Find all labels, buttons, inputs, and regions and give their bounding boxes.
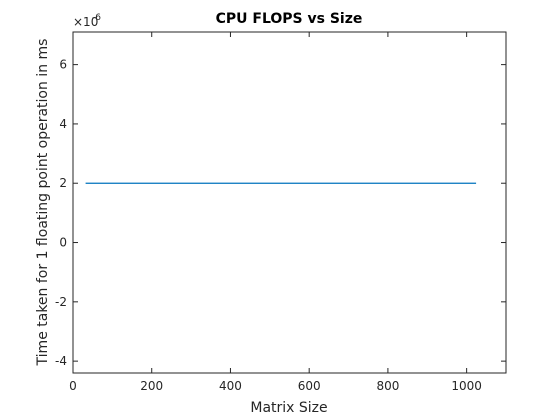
y-tick-label: -2: [55, 295, 67, 309]
plot-area: [72, 31, 507, 374]
ticks-layer: 0 200 400 600 800 1000 -4 -2 0 2 4 6: [55, 32, 506, 393]
y-tick-label: 4: [59, 117, 67, 131]
x-tick-label: 0: [69, 379, 77, 393]
x-tick-label: 1000: [451, 379, 482, 393]
y-tick-label: 2: [59, 176, 67, 190]
x-tick-label: 800: [376, 379, 399, 393]
x-tick-label: 400: [219, 379, 242, 393]
y-exponent-power: -6: [92, 13, 101, 23]
chart-title: CPU FLOPS vs Size: [216, 11, 363, 27]
y-tick-label: 6: [59, 58, 67, 72]
y-tick-label: 0: [59, 236, 67, 250]
y-exponent-base: ×10: [73, 15, 98, 29]
x-tick-label: 600: [298, 379, 321, 393]
x-tick-label: 200: [140, 379, 163, 393]
x-axis-label: Matrix Size: [250, 400, 327, 416]
y-tick-label: -4: [55, 354, 67, 368]
y-axis-label: Time taken for 1 floating point operatio…: [35, 39, 51, 367]
